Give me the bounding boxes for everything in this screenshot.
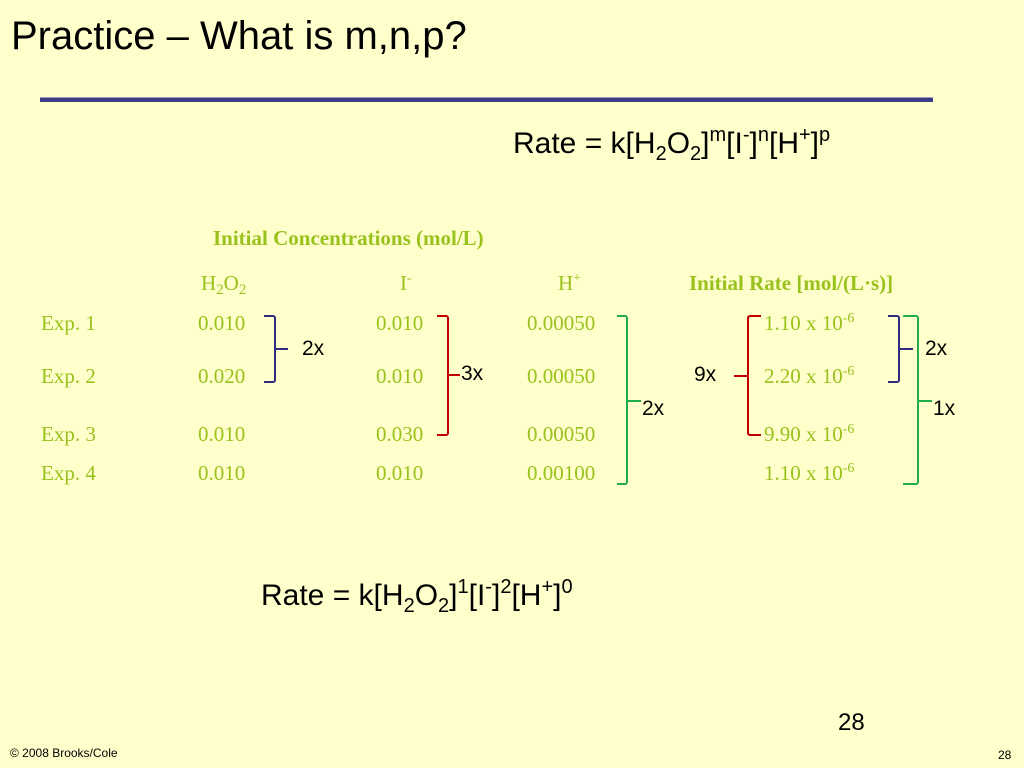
title-divider	[40, 97, 933, 102]
cell-exp4-h2o2: 0.010	[198, 461, 246, 485]
cell-exp2-h2o2: 0.020	[198, 364, 246, 388]
ratio-rate-exp2: 2x	[925, 337, 948, 360]
solved-rate-law: Rate = k[H2O2]1[I-]2[H+]0	[261, 576, 573, 617]
bracket-rate-exp1-exp2	[888, 315, 900, 383]
cell-exp2-rate: 2.20 x 10-6	[764, 364, 855, 388]
bracket-h2o2-tick	[276, 348, 288, 350]
cell-exp4-hydrogen: 0.00100	[527, 461, 596, 485]
cell-exp4-iodide: 0.010	[376, 461, 424, 485]
bracket-hydrogen-exp1-exp4	[617, 315, 628, 485]
bracket-rate-exp4-tick	[919, 400, 932, 402]
row-label-exp2: Exp. 2	[41, 364, 96, 388]
row-label-exp4: Exp. 4	[41, 461, 96, 485]
cell-exp3-iodide: 0.030	[376, 422, 424, 446]
cell-exp2-iodide: 0.010	[376, 364, 424, 388]
cell-exp1-iodide: 0.010	[376, 311, 424, 335]
footer-copyright: © 2008 Brooks/Cole	[10, 746, 118, 760]
bracket-hydrogen-tick	[628, 400, 641, 402]
cell-exp3-rate: 9.90 x 10-6	[764, 422, 855, 446]
footer-slide-number: 28	[998, 748, 1012, 762]
row-label-exp1: Exp. 1	[41, 311, 96, 335]
ratio-rate-exp4: 1x	[933, 397, 956, 420]
cell-exp4-rate: 1.10 x 10-6	[764, 461, 855, 485]
ratio-rate-exp3: 9x	[694, 363, 717, 386]
bracket-rate-exp2-tick	[900, 348, 913, 350]
column-header-hydrogen: H+	[558, 271, 582, 295]
cell-exp1-hydrogen: 0.00050	[527, 311, 596, 335]
slide-title: Practice – What is m,n,p?	[11, 14, 467, 58]
bracket-rate-exp1-exp3	[747, 315, 761, 436]
bracket-h2o2-exp1-exp2	[264, 315, 276, 383]
cell-exp1-h2o2: 0.010	[198, 311, 246, 335]
bracket-rate-exp1-exp4	[903, 315, 919, 485]
cell-exp2-hydrogen: 0.00050	[527, 364, 596, 388]
bracket-iodide-exp1-exp3	[437, 315, 449, 436]
ratio-iodide: 3x	[461, 362, 484, 385]
column-header-iodide: I-	[400, 271, 412, 295]
cell-exp1-rate: 1.10 x 10-6	[764, 311, 855, 335]
cell-exp3-h2o2: 0.010	[198, 422, 246, 446]
cell-exp3-hydrogen: 0.00050	[527, 422, 596, 446]
column-header-h2o2: H2O2	[201, 271, 247, 298]
bracket-rate-exp3-tick	[734, 375, 748, 377]
ratio-h2o2: 2x	[302, 337, 325, 360]
bracket-iodide-tick	[449, 374, 460, 376]
general-rate-law: Rate = k[H2O2]m[I-]n[H+]p	[513, 124, 831, 165]
concentrations-group-header: Initial Concentrations (mol/L)	[213, 226, 484, 250]
column-header-rate: Initial Rate [mol/(L·s)]	[689, 271, 894, 295]
row-label-exp3: Exp. 3	[41, 422, 96, 446]
page-number: 28	[838, 709, 865, 736]
ratio-hydrogen: 2x	[642, 397, 665, 420]
